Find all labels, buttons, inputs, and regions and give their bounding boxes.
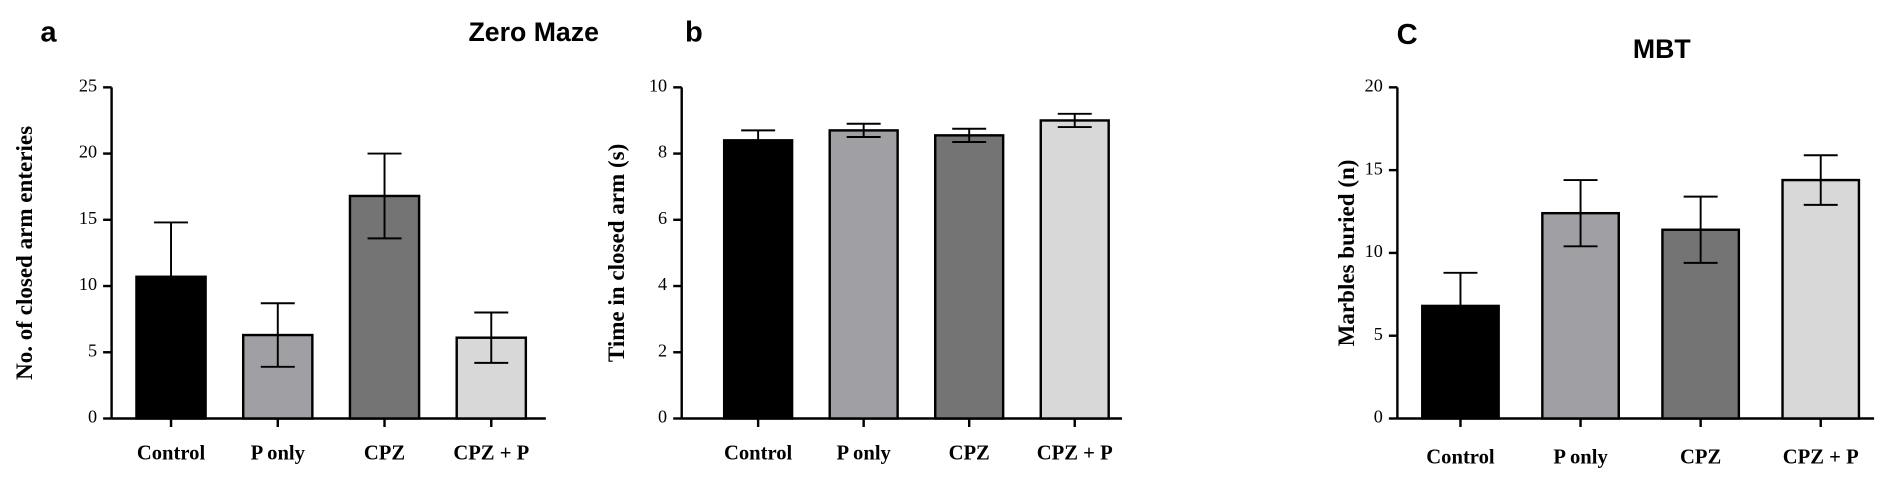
bar [722,139,794,420]
y-tick-label: 8 [658,142,667,162]
y-tick-label: 4 [658,274,667,294]
y-axis-label: No. of closed arm enteries [11,126,37,380]
y-tick-label: 10 [1365,241,1383,261]
y-tick-label: 25 [79,76,97,96]
x-tick-label: Control [724,443,793,465]
error-bar [846,122,881,138]
panel-label: a [40,17,57,49]
y-tick-label: 0 [1374,407,1383,427]
bar [828,129,899,420]
error-bar [1683,195,1718,264]
x-tick-label: Control [137,443,206,465]
panel-label: C [1397,19,1418,51]
y-tick-label: 15 [79,208,97,228]
y-tick-label: 5 [88,340,97,360]
y-axis-label: Marbles buried (n) [1333,160,1359,347]
error-bar [1443,271,1478,340]
bar [1039,119,1110,420]
panel-title: Zero Maze [469,17,599,47]
y-tick-label: 15 [1365,158,1383,178]
bar [455,336,528,420]
y-tick-label: 5 [1374,324,1383,344]
bar [1541,211,1620,420]
y-tick-label: 10 [79,274,97,294]
y-tick-label: 20 [1365,76,1383,96]
y-axis-label: Time in closed arm (s) [603,144,629,362]
error-bar [741,129,776,152]
bar [934,134,1005,420]
x-tick-label: CPZ + P [1783,446,1859,468]
x-tick-label: CPZ [364,443,405,465]
y-tick-label: 2 [658,340,667,360]
error-bar [952,127,987,143]
error-bar [1803,154,1838,206]
x-tick-label: P only [1553,446,1608,468]
y-tick-label: 0 [658,407,667,427]
error-bar [367,152,402,240]
error-bar [260,302,295,368]
y-tick-label: 0 [88,407,97,427]
error-bar [154,221,189,333]
y-tick-label: 10 [649,76,667,96]
bar [1781,178,1861,420]
error-bar [474,311,509,364]
panel-label: b [685,17,703,49]
x-tick-label: CPZ + P [453,443,529,465]
error-bar [1563,179,1598,248]
y-tick-label: 6 [658,208,667,228]
x-tick-label: Control [1426,446,1495,468]
x-tick-label: CPZ + P [1037,443,1113,465]
error-bar [1057,112,1092,129]
x-tick-label: P only [251,443,306,465]
y-tick-label: 20 [79,142,97,162]
x-tick-label: P only [836,443,891,465]
x-tick-label: CPZ [1680,446,1721,468]
panel-title: MBT [1633,34,1691,64]
x-tick-label: CPZ [949,443,990,465]
